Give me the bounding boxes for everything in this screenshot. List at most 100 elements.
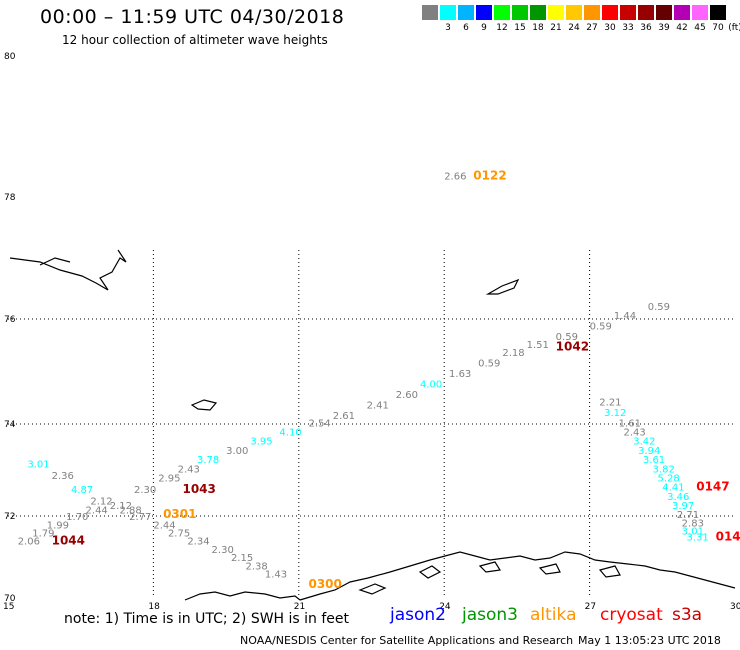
wave-height-value: 2.12 <box>90 497 112 508</box>
wave-height-value: 1.51 <box>527 340 549 351</box>
wave-height-value: 2.54 <box>308 418 330 429</box>
finnmark-islands <box>358 561 621 595</box>
footnote: note: 1) Time is in UTC; 2) SWH is in fe… <box>64 611 350 627</box>
wave-height-value: 3.78 <box>197 455 219 466</box>
lat-tick-label: 72 <box>4 512 15 522</box>
legend-label: 33 <box>622 23 634 33</box>
wave-height-value: 2.61 <box>333 411 355 422</box>
wave-height-value: 3.00 <box>226 446 248 457</box>
pass-time-label: 0301 <box>163 507 196 521</box>
legend-label: 18 <box>532 23 544 33</box>
lat-tick-label: 70 <box>4 594 16 604</box>
legend-swatch <box>656 5 672 20</box>
wave-height-value: 2.18 <box>502 348 524 359</box>
pass-time-label: 0122 <box>473 168 506 182</box>
lon-tick-label: 18 <box>148 602 160 612</box>
page-title: 00:00 – 11:59 UTC 04/30/2018 <box>40 6 345 28</box>
lon-tick-label: 24 <box>439 602 451 612</box>
wave-height-value: 0.59 <box>648 302 670 313</box>
legend-swatch <box>530 5 546 20</box>
wave-height-value: 2.34 <box>187 537 209 548</box>
wave-height-value: 4.10 <box>279 428 301 439</box>
wave-height-value: 5.28 <box>657 474 679 485</box>
svalbard-coastline <box>9 249 127 291</box>
lat-tick-label: 74 <box>4 420 16 430</box>
satellite-name: jason2 <box>390 605 446 625</box>
wave-height-value: 2.30 <box>134 485 156 496</box>
pass-time-label: 0146 <box>716 530 740 544</box>
wave-height-value: 2.06 <box>18 537 40 548</box>
legend-label: 6 <box>463 23 469 33</box>
norway-coast-west <box>184 591 301 601</box>
lat-tick-label: 80 <box>4 52 16 62</box>
satellite-name: s3a <box>672 605 703 625</box>
lon-tick-label: 30 <box>730 602 740 612</box>
legend-label: 9 <box>481 23 487 33</box>
wave-height-value: 1.43 <box>265 570 287 581</box>
wave-height-value: 3.01 <box>27 460 49 471</box>
wave-height-value: 3.95 <box>250 437 272 448</box>
legend-swatch <box>602 5 618 20</box>
wave-height-value: 1.99 <box>47 520 69 531</box>
legend-swatch <box>548 5 564 20</box>
lat-tick-label: 76 <box>4 315 16 325</box>
wave-height-value: 2.15 <box>231 553 253 564</box>
wave-height-value: 3.97 <box>672 501 694 512</box>
satellite-name: jason3 <box>462 605 518 625</box>
wave-height-value: 2.12 <box>110 501 132 512</box>
pass-time-label: 1043 <box>182 482 215 496</box>
legend-swatch <box>692 5 708 20</box>
wave-height-value: 1.70 <box>66 512 88 523</box>
wave-height-value: 0.59 <box>478 358 500 369</box>
wave-height-value: 2.36 <box>52 471 74 482</box>
wave-height-value: 3.46 <box>667 492 689 503</box>
wave-height-value: 3.82 <box>653 464 675 475</box>
legend-label: 3 <box>445 23 451 33</box>
wave-height-value: 2.66 <box>444 171 466 182</box>
credit-line: NOAA/NESDIS Center for Satellite Applica… <box>240 634 574 647</box>
legend-swatch <box>638 5 654 20</box>
generation-timestamp: May 1 13:05:23 UTC 2018 <box>578 634 721 647</box>
legend-swatch <box>512 5 528 20</box>
legend-swatch <box>440 5 456 20</box>
finnmark-coast <box>299 551 736 601</box>
hopen-island <box>485 278 520 295</box>
wave-height-value: 2.77 <box>129 512 151 523</box>
wave-height-value: 3.94 <box>638 446 660 457</box>
legend-label: 42 <box>676 23 688 33</box>
lon-tick-label: 21 <box>294 602 305 612</box>
legend-label: 12 <box>496 23 508 33</box>
pass-time-label: 1044 <box>52 534 85 548</box>
legend-swatch <box>620 5 636 20</box>
legend-label: 24 <box>568 23 580 33</box>
wave-height-value: 2.30 <box>212 545 234 556</box>
legend-label: 27 <box>586 23 598 33</box>
legend-swatch <box>710 5 726 20</box>
wave-height-value: 3.01 <box>682 526 704 537</box>
legend-swatch <box>458 5 474 20</box>
wave-height-value: 1.44 <box>614 311 636 322</box>
wave-height-value: 2.75 <box>168 529 190 540</box>
wave-height-value: 3.42 <box>633 437 655 448</box>
legend-label: 45 <box>694 23 706 33</box>
legend-unit: (ft) <box>728 23 740 33</box>
wave-height-value: 1.79 <box>32 529 54 540</box>
wave-height-value: 2.88 <box>119 506 141 517</box>
wave-height-value: 3.12 <box>604 408 626 419</box>
legend-label: 39 <box>658 23 670 33</box>
wave-height-value: 2.38 <box>245 561 267 572</box>
legend-swatch <box>584 5 600 20</box>
wave-height-value: 2.44 <box>153 520 175 531</box>
wave-height-value: 0.59 <box>556 332 578 343</box>
page-subtitle: 12 hour collection of altimeter wave hei… <box>62 33 328 47</box>
legend-swatch <box>476 5 492 20</box>
lat-tick-label: 78 <box>4 193 16 203</box>
wave-height-value: 1.61 <box>619 418 641 429</box>
wave-height-value: 4.00 <box>420 379 442 390</box>
wave-height-value: 3.61 <box>643 455 665 466</box>
coastline <box>9 249 736 601</box>
legend-label: 21 <box>550 23 562 33</box>
wave-height-value: 2.60 <box>396 390 418 401</box>
